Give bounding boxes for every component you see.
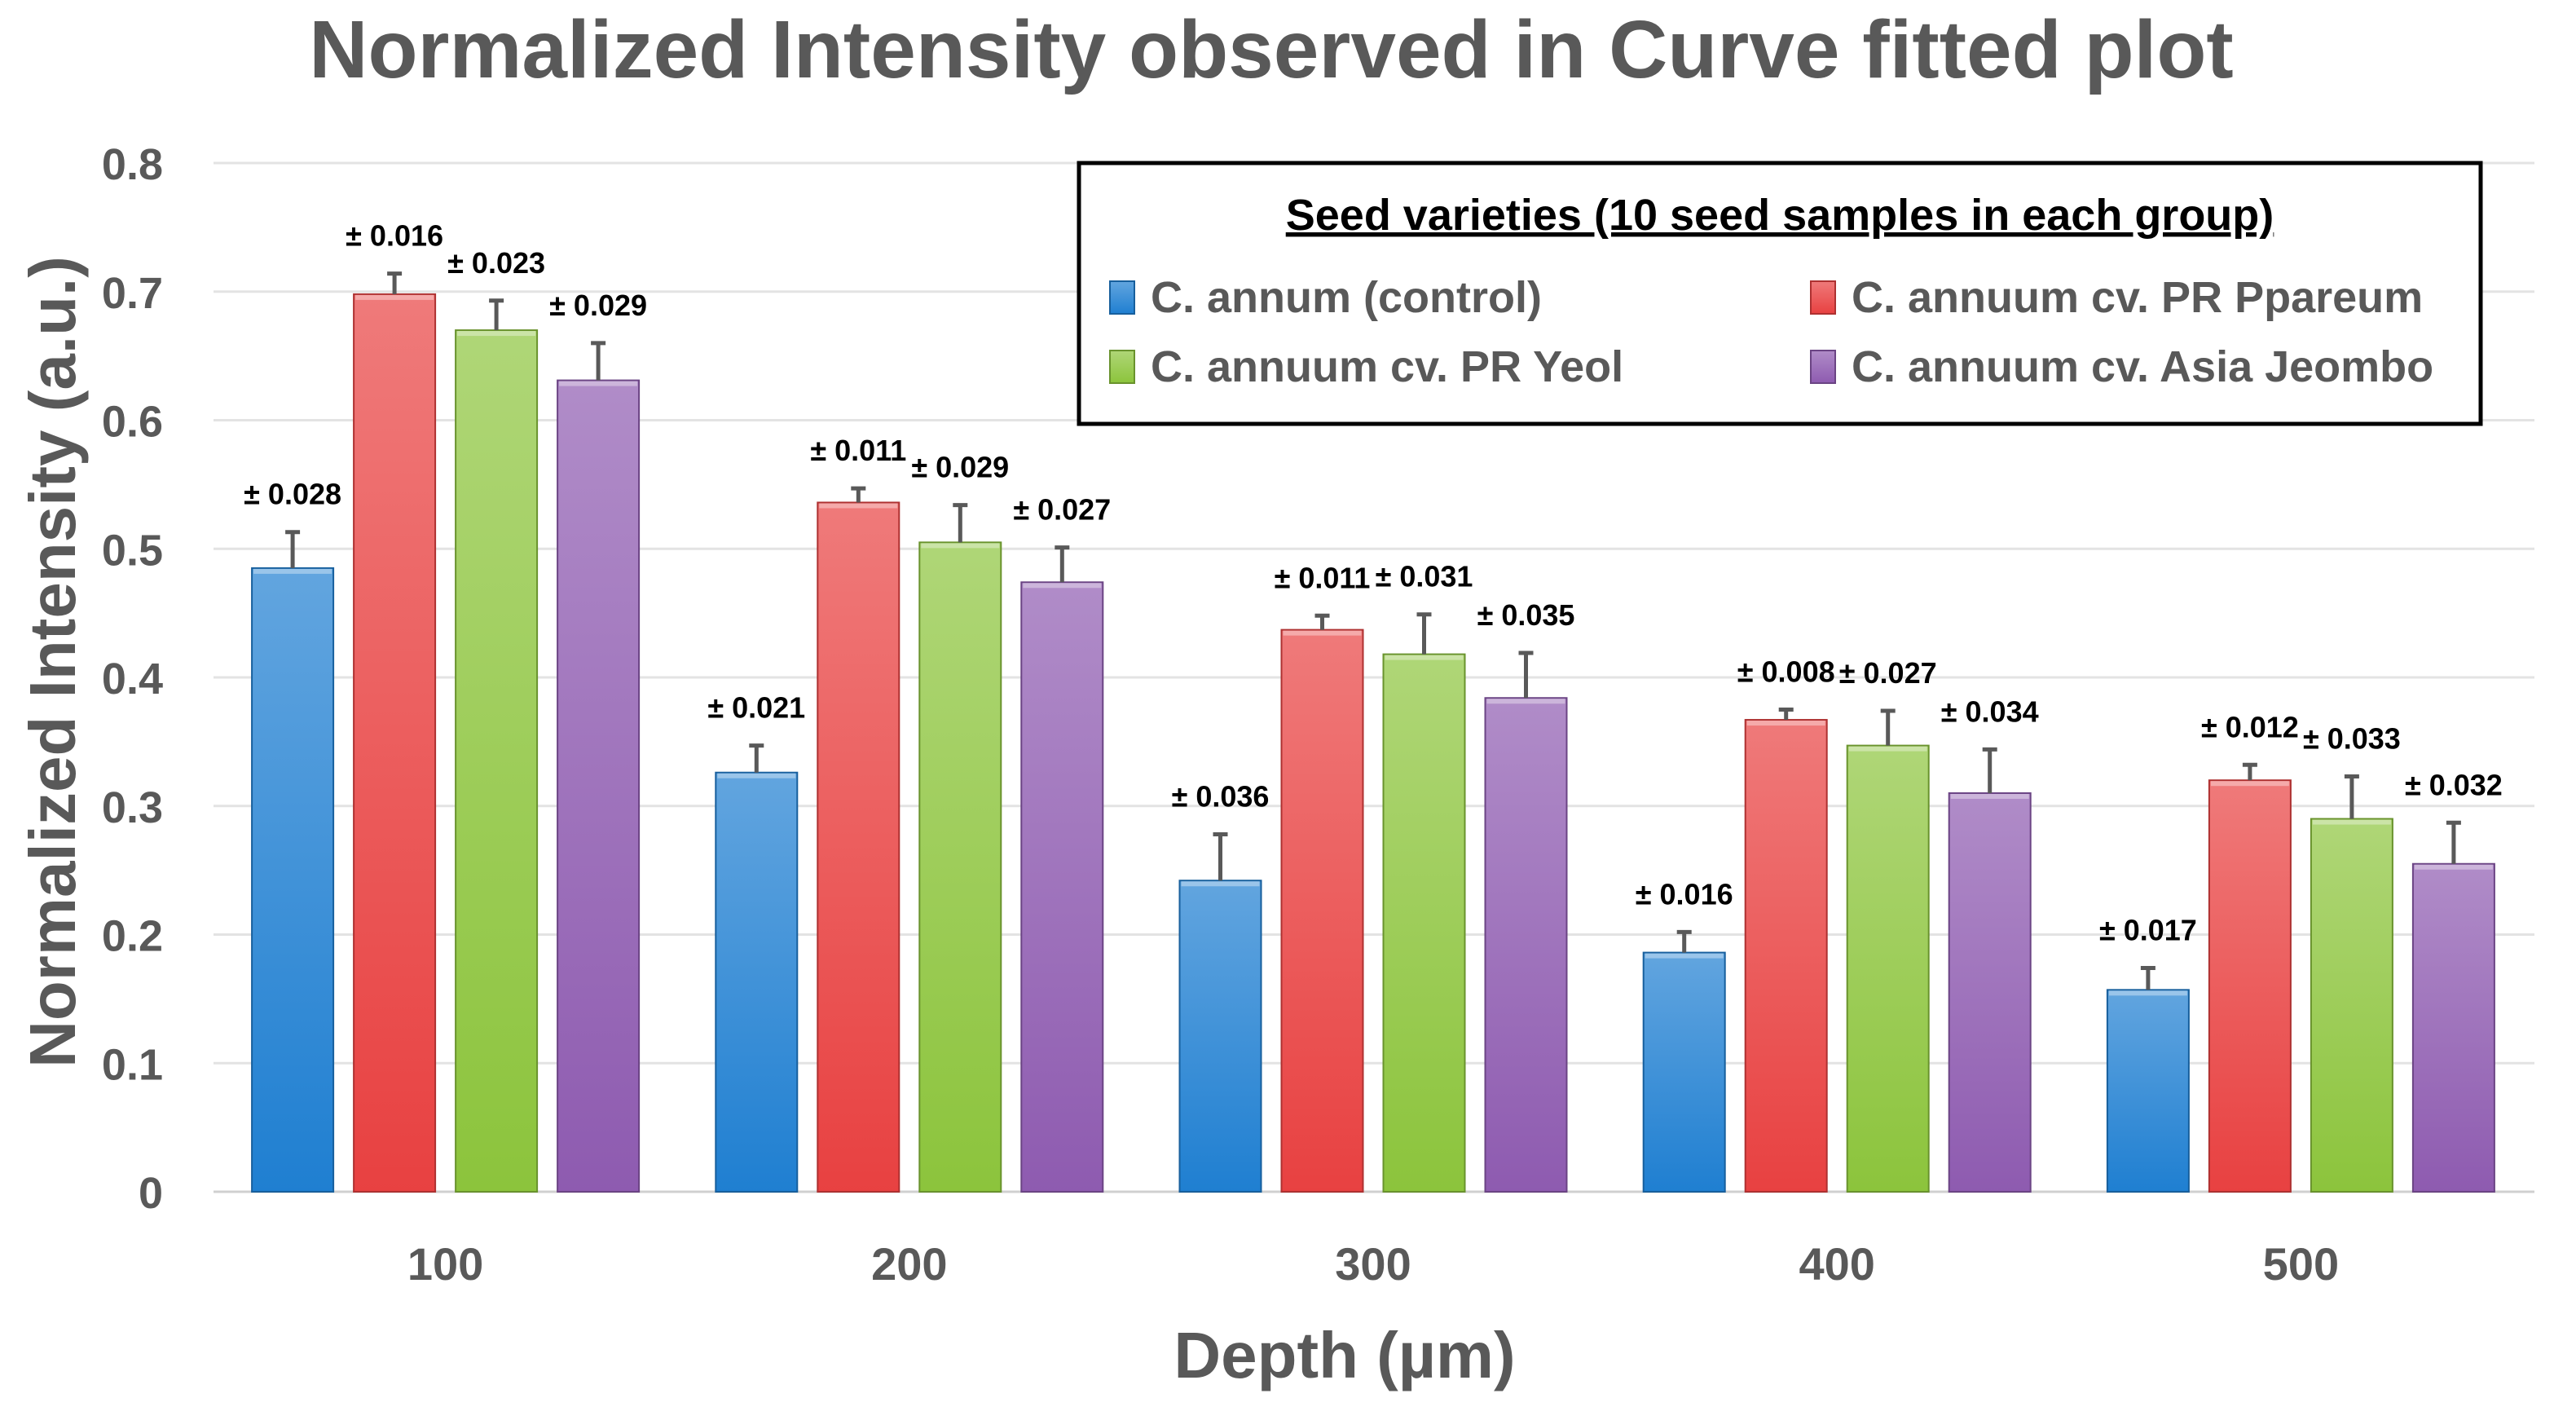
y-tick-label: 0	[139, 1169, 163, 1218]
y-tick-label: 0.6	[102, 398, 163, 447]
bar-top-highlight	[253, 568, 332, 574]
bar-top-highlight	[1746, 721, 1825, 726]
error-label: ± 0.035	[1477, 598, 1575, 632]
error-label: ± 0.021	[707, 691, 805, 725]
bar	[1642, 951, 1726, 1193]
x-axis-title: Depth (µm)	[1174, 1319, 1515, 1391]
legend-swatch	[1109, 350, 1135, 384]
legend-swatch	[1810, 280, 1836, 315]
bar	[1280, 628, 1364, 1193]
legend-title: Seed varieties (10 seed samples in each …	[1286, 191, 2274, 240]
x-tick-label: 400	[1799, 1238, 1874, 1290]
bar-top-highlight	[1385, 655, 1464, 660]
legend-label: C. annuum cv. PR Yeol	[1151, 342, 1623, 391]
legend: Seed varieties (10 seed samples in each …	[1077, 161, 2483, 426]
chart-title: Normalized Intensity observed in Curve f…	[309, 4, 2233, 95]
bar-top-highlight	[1023, 583, 1102, 589]
legend-swatch	[1109, 280, 1135, 315]
y-axis-ticks: 0 0.1 0.2 0.3 0.4 0.5 0.6 0.7 0.8	[102, 140, 163, 1218]
error-label: ± 0.028	[244, 478, 341, 511]
y-tick-label: 0.7	[102, 269, 163, 318]
bar-top-highlight	[1645, 953, 1724, 959]
bar-top-highlight	[355, 294, 434, 300]
bar	[455, 329, 539, 1193]
x-tick-label: 200	[871, 1238, 947, 1290]
error-label: ± 0.033	[2303, 721, 2401, 755]
legend-swatch	[1810, 350, 1836, 384]
bar-top-highlight	[457, 331, 536, 337]
bar-top-highlight	[1848, 746, 1927, 752]
x-tick-label: 100	[407, 1238, 483, 1290]
legend-label: C. annuum cv. Asia Jeombo	[1852, 342, 2433, 391]
error-label: ± 0.011	[810, 434, 906, 467]
error-label: ± 0.017	[2099, 914, 2197, 947]
bar-top-highlight	[2414, 864, 2493, 870]
bar	[353, 293, 437, 1193]
bar-top-highlight	[559, 381, 638, 386]
legend-label: C. annuum cv. PR Ppareum	[1852, 273, 2423, 322]
error-label: ± 0.036	[1172, 779, 1270, 813]
bar-top-highlight	[921, 543, 1000, 549]
bar-top-highlight	[2312, 819, 2391, 825]
y-tick-label: 0.1	[102, 1040, 163, 1089]
y-tick-label: 0.3	[102, 783, 163, 832]
error-label: ± 0.011	[1275, 561, 1371, 594]
bar	[918, 541, 1002, 1193]
error-label: ± 0.034	[1941, 695, 2039, 728]
error-label: ± 0.029	[549, 289, 647, 322]
bar	[1948, 792, 2032, 1193]
y-tick-label: 0.8	[102, 140, 163, 189]
bar	[557, 379, 641, 1193]
error-label: ± 0.016	[346, 219, 443, 253]
bar	[1178, 880, 1262, 1193]
bar	[251, 567, 335, 1193]
bar-top-highlight	[819, 503, 898, 509]
error-label: ± 0.027	[1839, 656, 1937, 690]
x-axis-ticks: 100 200 300 400 500	[407, 1238, 2339, 1290]
x-tick-label: 500	[2263, 1238, 2339, 1290]
bar	[1020, 581, 1104, 1193]
bar-top-highlight	[2108, 990, 2187, 996]
bar	[2106, 989, 2190, 1193]
bar	[2411, 862, 2495, 1193]
bar	[1484, 697, 1568, 1193]
error-labels: ± 0.028± 0.016± 0.023± 0.029± 0.021± 0.0…	[244, 219, 2503, 947]
error-label: ± 0.027	[1013, 493, 1111, 527]
error-label: ± 0.029	[911, 451, 1009, 484]
error-label: ± 0.008	[1737, 655, 1835, 688]
bar-top-highlight	[2210, 781, 2289, 787]
legend-label: C. annum (control)	[1151, 273, 1542, 322]
bar-top-highlight	[1283, 630, 1362, 636]
bar	[817, 501, 900, 1193]
bars	[251, 293, 2495, 1193]
bar-top-highlight	[1181, 881, 1260, 887]
error-bars	[285, 271, 2461, 990]
error-label: ± 0.031	[1376, 560, 1473, 593]
error-label: ± 0.023	[447, 246, 545, 280]
bar-top-highlight	[717, 773, 796, 778]
bar	[2310, 818, 2393, 1193]
error-label: ± 0.032	[2405, 768, 2503, 801]
error-label: ± 0.016	[1636, 877, 1733, 911]
y-tick-label: 0.2	[102, 912, 163, 961]
bar	[2208, 779, 2292, 1193]
error-label: ± 0.012	[2201, 710, 2299, 743]
bar-top-highlight	[1486, 699, 1565, 704]
bar	[1744, 719, 1828, 1193]
bar	[1846, 744, 1930, 1193]
x-tick-label: 300	[1335, 1238, 1411, 1290]
bar	[715, 771, 799, 1193]
y-tick-label: 0.4	[102, 655, 163, 703]
bar-top-highlight	[1950, 793, 2029, 799]
y-tick-label: 0.5	[102, 526, 163, 575]
y-axis-title: Normalized Intensity (a.u.)	[16, 256, 89, 1068]
legend-box	[1077, 161, 2483, 426]
bar	[1382, 653, 1466, 1193]
